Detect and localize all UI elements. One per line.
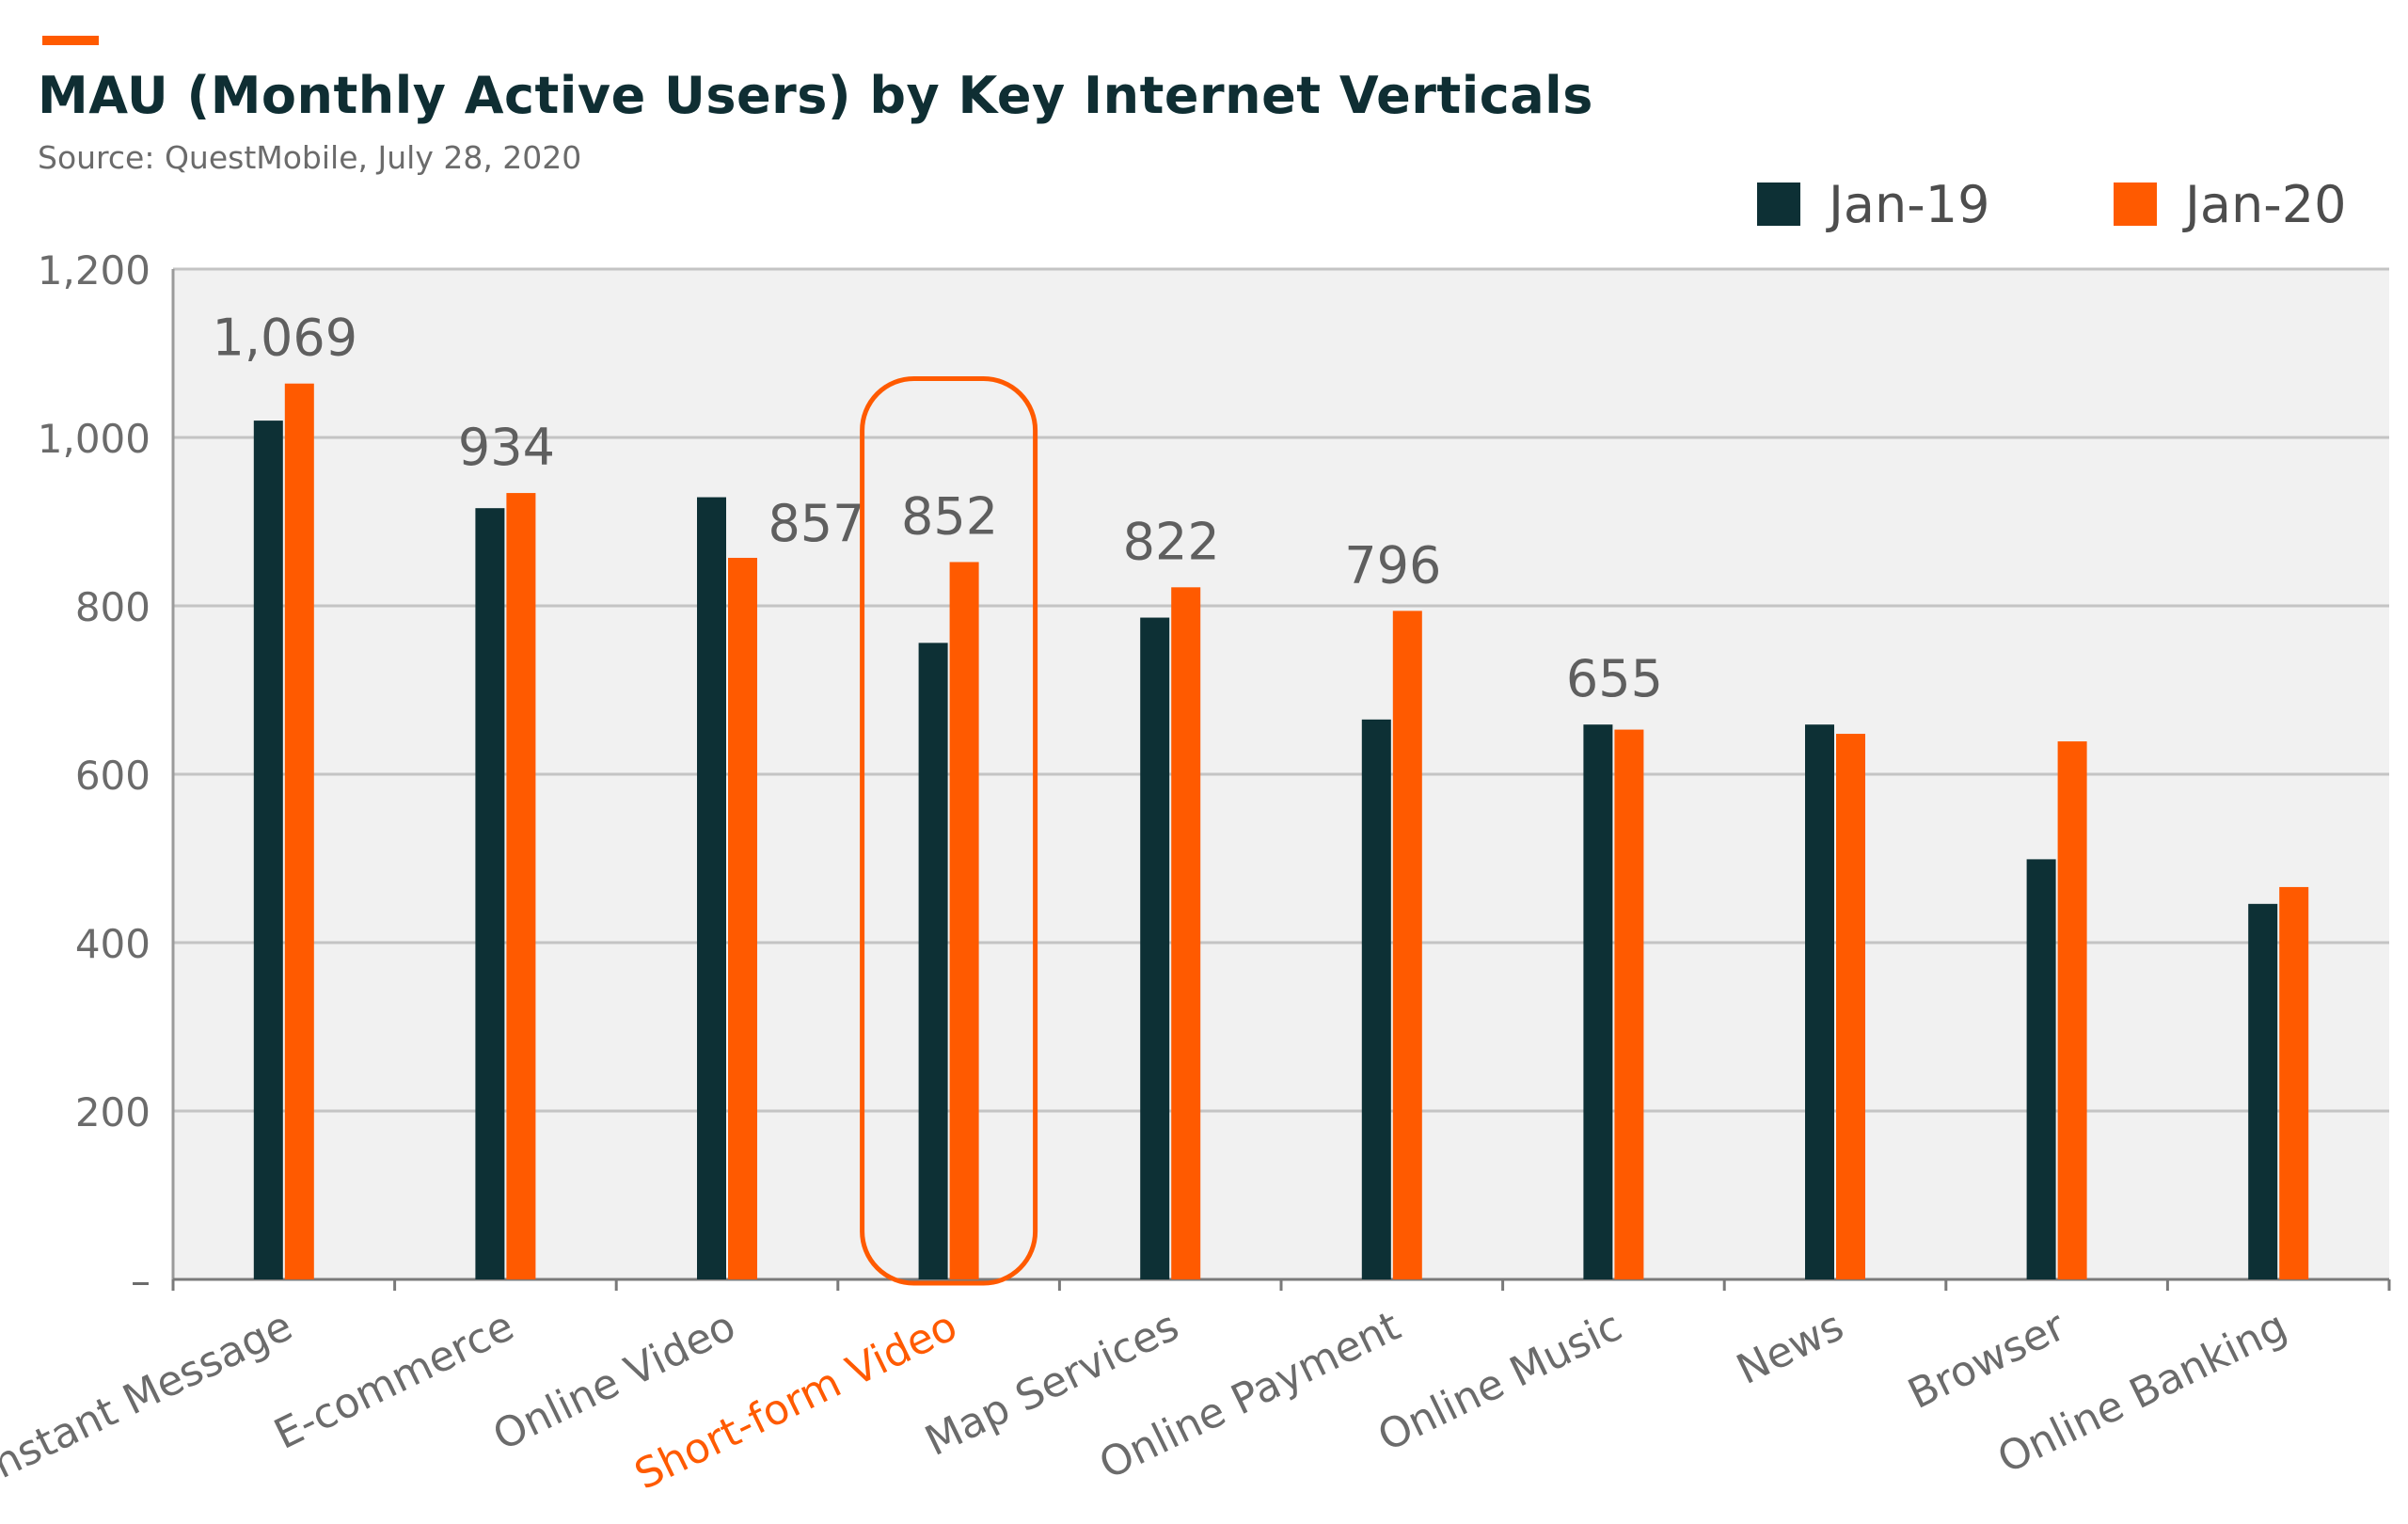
bar-jan-19 [2026, 859, 2056, 1279]
data-label: 655 [1566, 649, 1663, 708]
bar-jan-20 [506, 493, 536, 1279]
x-tick-label: Browser [1901, 1302, 2073, 1419]
legend-swatch-jan-20 [2114, 183, 2157, 226]
y-tick-label: – [131, 1258, 150, 1304]
y-tick-label: 800 [75, 584, 150, 630]
x-tick-label: Instant Message [0, 1302, 300, 1494]
bar-jan-20 [1836, 734, 1865, 1279]
y-tick-label: 1,200 [38, 247, 150, 294]
y-tick-label: 600 [75, 753, 150, 799]
accent-bar [42, 36, 99, 45]
chart-source: Source: QuestMobile, July 28, 2020 [38, 139, 582, 176]
bar-jan-19 [918, 643, 948, 1279]
x-tick-label: Online Music [1370, 1302, 1629, 1461]
chart-title: MAU (Monthly Active Users) by Key Intern… [38, 66, 1593, 125]
data-label: 796 [1344, 535, 1441, 595]
y-tick-label: 1,000 [38, 416, 150, 462]
data-label: 822 [1123, 512, 1220, 571]
data-label: 852 [901, 486, 998, 546]
bar-jan-19 [1805, 724, 1834, 1279]
legend-label: Jan-20 [2182, 175, 2346, 234]
bar-jan-19 [1583, 724, 1613, 1279]
bar-jan-19 [2248, 903, 2278, 1279]
bar-jan-20 [284, 383, 314, 1280]
bar-jan-20 [2057, 741, 2087, 1279]
legend-swatch-jan-19 [1757, 183, 1800, 226]
bar-jan-19 [1361, 719, 1391, 1279]
data-label: 1,069 [213, 309, 358, 368]
data-label: 857 [768, 494, 864, 553]
bar-jan-20 [949, 562, 979, 1279]
data-label: 934 [458, 418, 555, 477]
bar-jan-20 [1614, 729, 1644, 1279]
bar-jan-20 [1392, 611, 1422, 1279]
x-tick-label: News [1730, 1302, 1851, 1394]
legend-label: Jan-19 [1826, 175, 1989, 234]
bar-jan-20 [2279, 886, 2309, 1279]
bar-jan-19 [253, 421, 283, 1280]
y-tick-label: 200 [75, 1089, 150, 1135]
bar-jan-20 [1171, 587, 1201, 1279]
bar-jan-19 [1140, 617, 1170, 1279]
bar-jan-20 [728, 557, 757, 1279]
highlight-box [860, 375, 1038, 1286]
bar-jan-19 [697, 497, 726, 1279]
y-tick-label: 400 [75, 921, 150, 967]
bar-jan-19 [475, 508, 505, 1279]
x-tick-label: E-commerce [267, 1302, 521, 1459]
